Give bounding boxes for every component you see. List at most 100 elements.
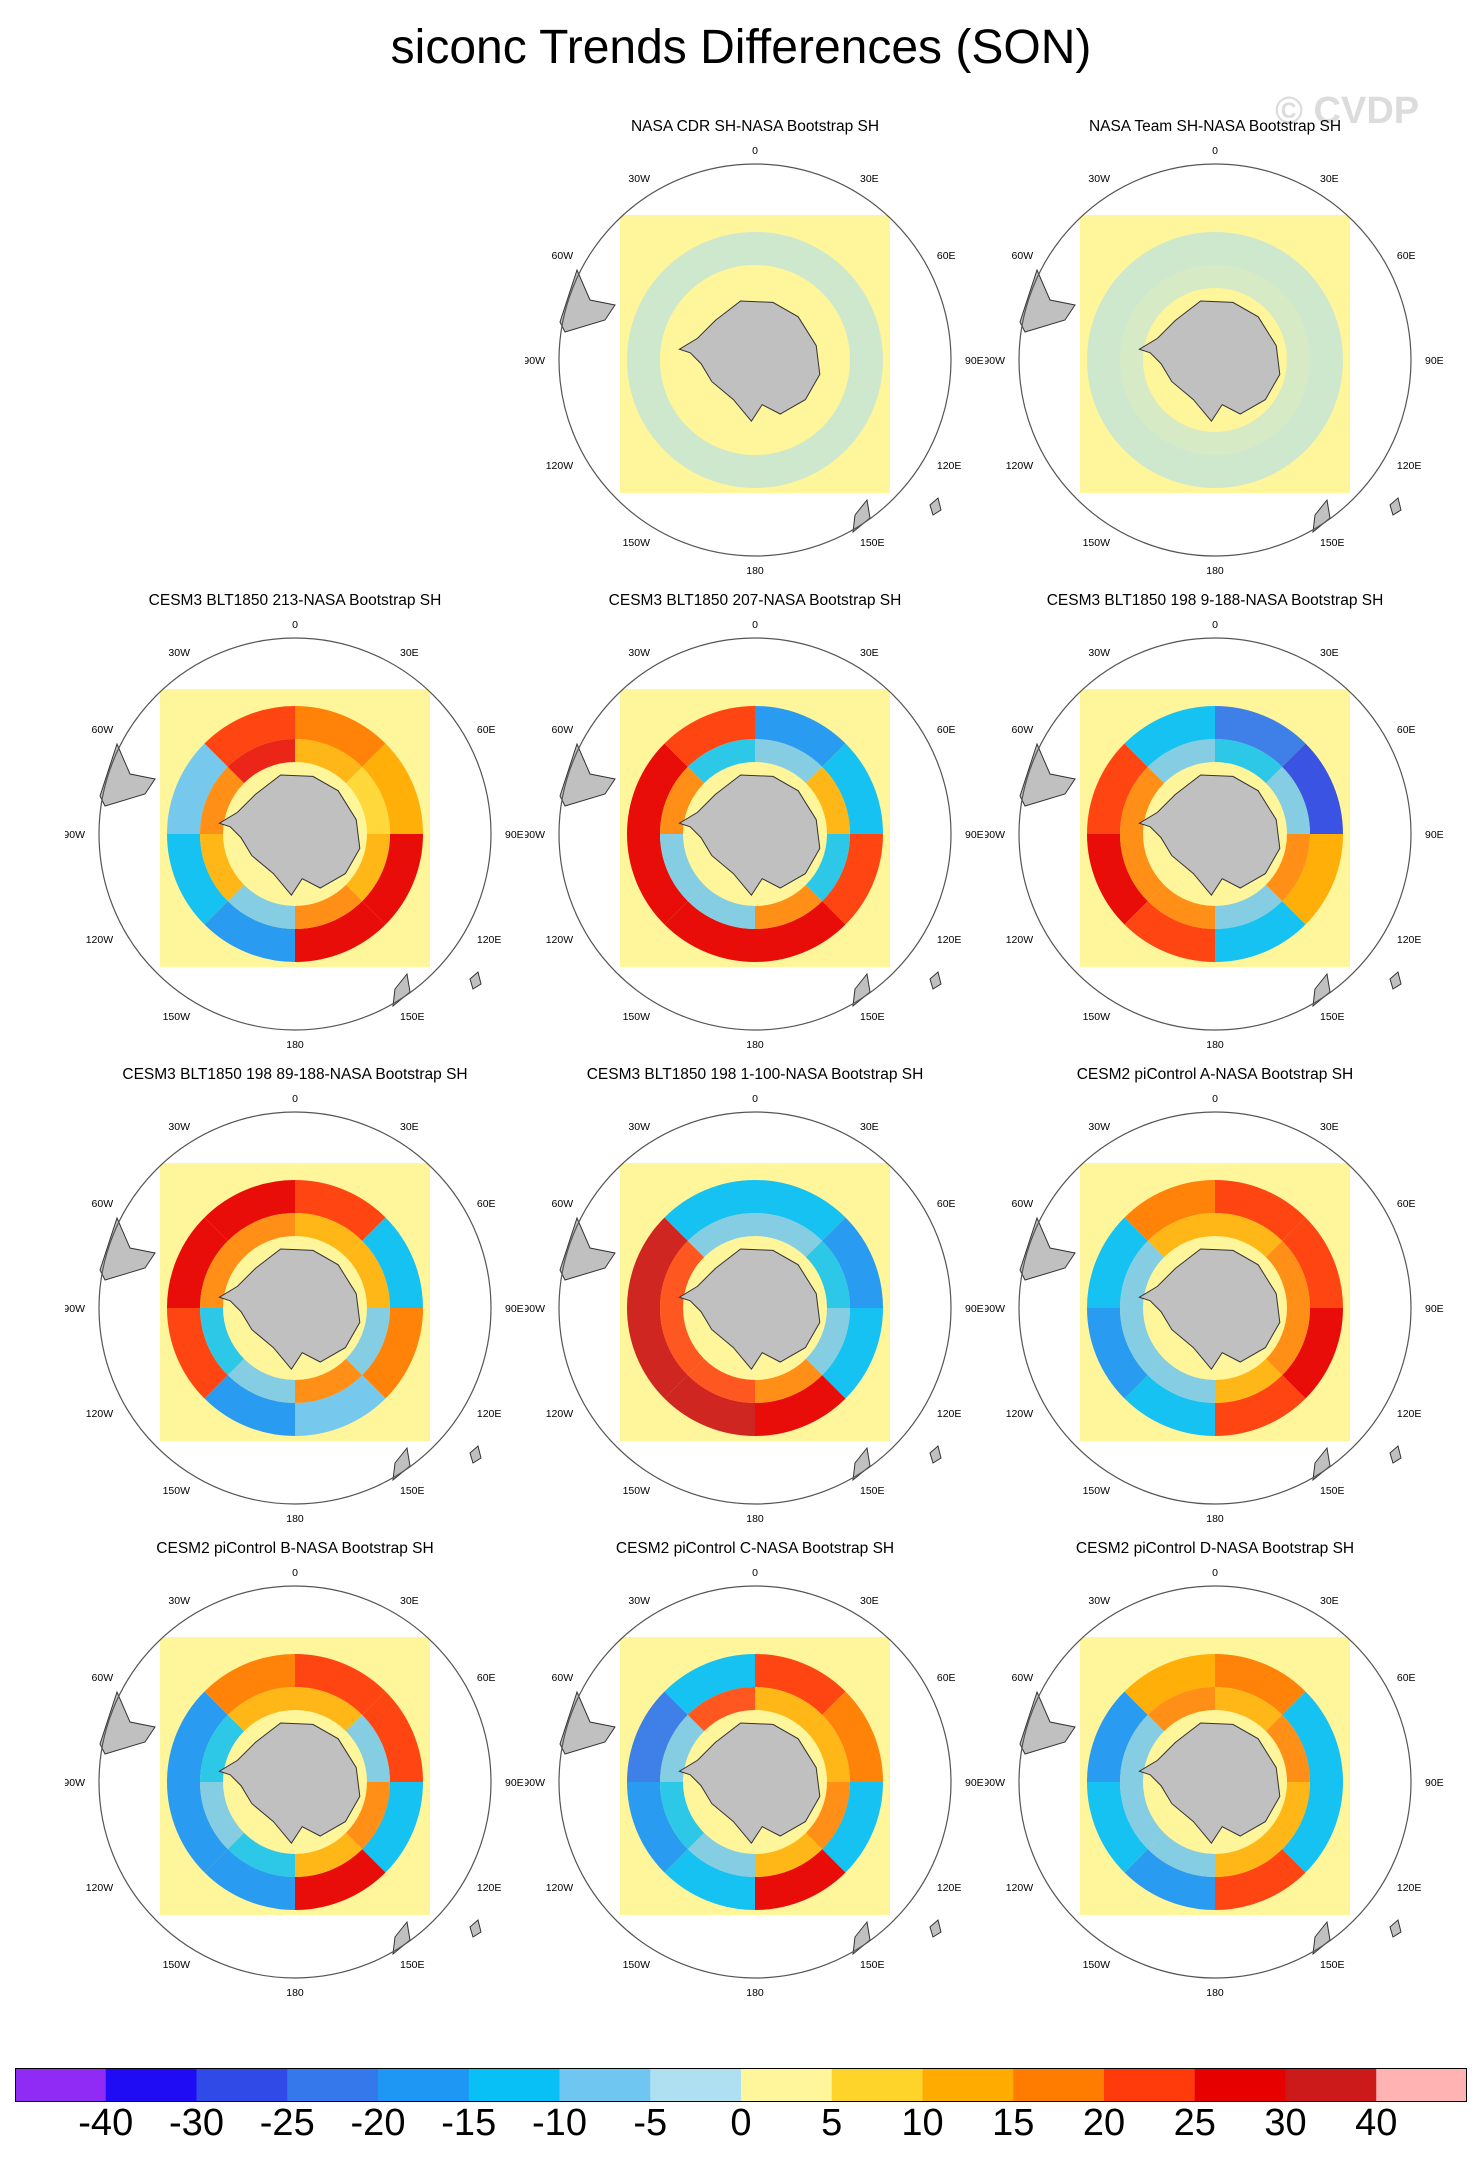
trend-sector bbox=[1215, 884, 1283, 929]
trend-sector bbox=[1282, 834, 1343, 925]
colorbar-svg bbox=[15, 2068, 1468, 2102]
trend-sector bbox=[1265, 1240, 1310, 1308]
longitude-label: 120E bbox=[937, 1882, 962, 1894]
antarctica-landmass bbox=[678, 1722, 821, 1845]
longitude-label: 150E bbox=[1320, 537, 1345, 549]
panel-title: CESM2 piControl D-NASA Bootstrap SH bbox=[1075, 1540, 1355, 1557]
longitude-label: 150W bbox=[163, 1959, 191, 1971]
longitude-label: 30E bbox=[400, 647, 419, 659]
colorbar-tick-label: -25 bbox=[259, 2102, 315, 2144]
trend-sector bbox=[295, 884, 363, 929]
colorbar-tick-label: 0 bbox=[730, 2102, 752, 2144]
longitude-label: 120W bbox=[1006, 1408, 1034, 1420]
trend-sector bbox=[687, 410, 755, 455]
longitude-label: 30E bbox=[860, 173, 879, 185]
longitude-label: 150E bbox=[860, 1959, 885, 1971]
longitude-label: 90W bbox=[985, 1777, 1005, 1789]
longitude-label: 30W bbox=[1088, 647, 1110, 659]
new-zealand-landmass bbox=[1312, 972, 1331, 1008]
new-zealand-landmass bbox=[392, 1920, 411, 1956]
longitude-label: 0 bbox=[1212, 619, 1218, 631]
trend-sector bbox=[295, 1358, 363, 1403]
longitude-label: 150W bbox=[623, 1011, 651, 1023]
colorbar-tick-label: -30 bbox=[169, 2102, 224, 2144]
longitude-label: 150W bbox=[1083, 1959, 1111, 1971]
panel-title: CESM2 piControl A-NASA Bootstrap SH bbox=[1076, 1066, 1354, 1083]
trend-sector bbox=[664, 1375, 755, 1436]
trend-sector bbox=[204, 1654, 295, 1715]
trend-sector bbox=[755, 427, 846, 488]
trend-sector bbox=[1120, 766, 1165, 834]
trend-sector bbox=[664, 1849, 755, 1910]
trend-sector bbox=[167, 1691, 228, 1782]
longitude-label: 90E bbox=[505, 1777, 524, 1789]
trend-sector bbox=[664, 706, 755, 767]
trend-sector bbox=[362, 1782, 423, 1873]
longitude-label: 150W bbox=[163, 1011, 191, 1023]
trend-sector bbox=[822, 1691, 883, 1782]
panel-title: CESM2 piControl B-NASA Bootstrap SH bbox=[156, 1540, 434, 1557]
trend-sector bbox=[1147, 265, 1215, 310]
trend-sector bbox=[1124, 706, 1215, 767]
longitude-label: 120W bbox=[86, 934, 114, 946]
longitude-label: 60W bbox=[92, 724, 114, 736]
longitude-label: 30W bbox=[1088, 1595, 1110, 1607]
trend-sector bbox=[295, 1180, 386, 1241]
trend-sector bbox=[822, 360, 883, 451]
antarctica-landmass bbox=[1138, 1722, 1281, 1845]
longitude-label: 120E bbox=[477, 1408, 502, 1420]
new-zealand-landmass bbox=[852, 1446, 871, 1482]
map-panel: CESM3 BLT1850 198 89-188-NASA Bootstrap … bbox=[65, 1066, 525, 1536]
colorbar-bin bbox=[1104, 2068, 1196, 2102]
trend-sector bbox=[1265, 1714, 1310, 1782]
longitude-label: 30W bbox=[1088, 173, 1110, 185]
new-zealand-landmass bbox=[852, 1920, 871, 1956]
trend-sector bbox=[1124, 1375, 1215, 1436]
longitude-label: 90W bbox=[65, 1777, 85, 1789]
trend-sector bbox=[660, 1782, 705, 1850]
trend-sector bbox=[227, 739, 295, 784]
tasmania-landmass bbox=[1389, 1445, 1402, 1464]
panel-title: CESM3 BLT1850 198 9-188-NASA Bootstrap S… bbox=[1046, 592, 1384, 609]
longitude-label: 30W bbox=[628, 173, 650, 185]
trend-sector bbox=[1124, 427, 1215, 488]
trend-sector bbox=[1215, 410, 1283, 455]
polar-map: 0 30E 60E 90E 120E 150E 180 150W 120W 90W 60W 30W bbox=[525, 1093, 984, 1524]
panel-title: CESM3 BLT1850 213-NASA Bootstrap SH bbox=[148, 592, 442, 609]
panel-title: CESM3 BLT1850 198 89-188-NASA Bootstrap … bbox=[122, 1066, 468, 1083]
trend-sector bbox=[200, 766, 245, 834]
longitude-label: 120W bbox=[546, 1882, 574, 1894]
longitude-label: 0 bbox=[752, 1093, 758, 1105]
polar-map: 0 30E 60E 90E 120E 150E 180 150W 120W 90W 60W 30W bbox=[65, 1567, 524, 1998]
longitude-label: 30W bbox=[628, 647, 650, 659]
longitude-label: 120E bbox=[937, 1408, 962, 1420]
longitude-label: 120W bbox=[86, 1882, 114, 1894]
longitude-label: 30E bbox=[1320, 1121, 1339, 1133]
longitude-label: 0 bbox=[292, 1567, 298, 1579]
longitude-label: 60E bbox=[937, 250, 956, 262]
panel-title: NASA Team SH-NASA Bootstrap SH bbox=[1088, 118, 1342, 135]
longitude-label: 90W bbox=[525, 829, 545, 841]
trend-sector bbox=[1215, 1832, 1283, 1877]
longitude-label: 30W bbox=[628, 1121, 650, 1133]
colorbar-bin bbox=[468, 2068, 560, 2102]
longitude-label: 180 bbox=[1206, 1987, 1224, 1998]
trend-sector bbox=[755, 901, 846, 962]
trend-sector bbox=[1147, 1687, 1215, 1732]
trend-sector bbox=[295, 1849, 386, 1910]
colorbar-tick-label: -40 bbox=[78, 2102, 134, 2144]
trend-sector bbox=[204, 706, 295, 767]
longitude-label: 150E bbox=[1320, 1485, 1345, 1497]
map-boundary bbox=[558, 163, 952, 557]
longitude-label: 90E bbox=[965, 1777, 984, 1789]
trend-sector bbox=[295, 1654, 386, 1715]
trend-sector bbox=[167, 1308, 228, 1399]
trend-sector bbox=[755, 706, 846, 767]
trend-sector bbox=[805, 292, 850, 360]
colorbar-tick-label: -10 bbox=[532, 2102, 587, 2144]
trend-sector bbox=[755, 1687, 823, 1732]
trend-sector bbox=[1215, 1358, 1283, 1403]
trend-sector bbox=[1120, 1240, 1165, 1308]
longitude-label: 120E bbox=[477, 934, 502, 946]
polar-map: 0 30E 60E 90E 120E 150E 180 150W 120W 90W 60W 30W bbox=[525, 1567, 984, 1998]
